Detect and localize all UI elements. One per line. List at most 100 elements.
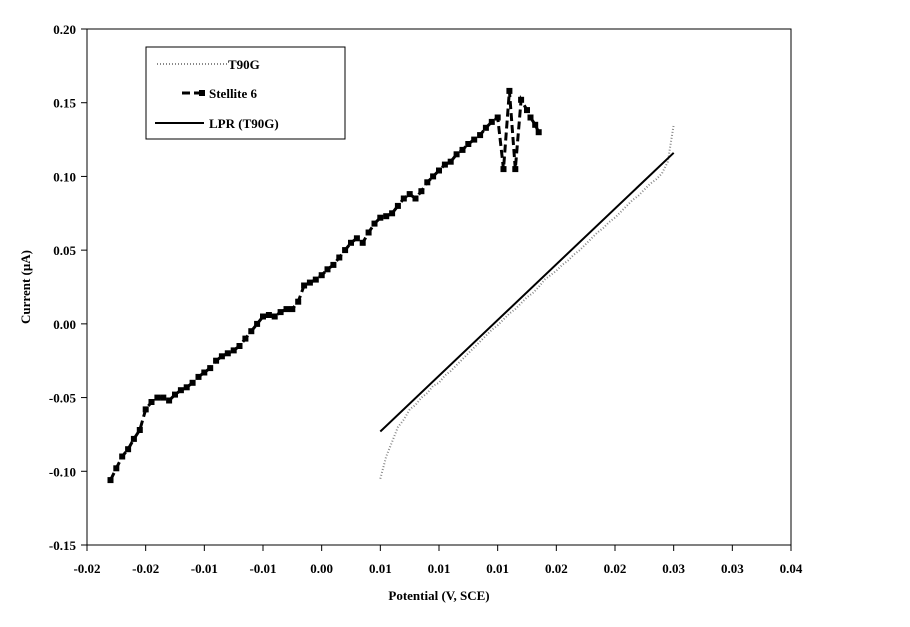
data-point-stellite-6 [289, 306, 296, 313]
data-point-stellite-6 [418, 188, 425, 195]
x-tick-label: 0.03 [721, 561, 744, 576]
data-point-stellite-6 [506, 87, 513, 94]
data-point-stellite-6 [136, 427, 143, 433]
data-point-stellite-6 [477, 132, 484, 139]
data-point-stellite-6 [471, 136, 478, 143]
x-axis-title: Potential (V, SCE) [388, 588, 489, 603]
data-point-stellite-6 [324, 266, 331, 273]
legend-label-lpr: LPR (T90G) [209, 116, 279, 131]
data-point-stellite-6 [488, 118, 495, 125]
data-point-stellite-6 [295, 298, 302, 305]
data-point-stellite-6 [359, 239, 366, 246]
data-point-stellite-6 [201, 369, 208, 376]
data-point-stellite-6 [371, 220, 378, 227]
data-point-stellite-6 [494, 114, 501, 121]
legend: T90G Stellite 6 LPR (T90G) [145, 46, 346, 140]
x-tick-label: 0.03 [662, 561, 685, 576]
data-point-stellite-6 [113, 465, 120, 472]
y-tick-label: 0.00 [53, 317, 76, 332]
series-line-lpr-t90g [379, 152, 675, 433]
data-point-stellite-6 [277, 309, 284, 316]
data-point-stellite-6 [524, 107, 530, 114]
data-point-stellite-6 [365, 229, 372, 236]
data-point-stellite-6 [400, 195, 407, 202]
data-point-stellite-6 [430, 173, 437, 180]
data-point-stellite-6 [301, 282, 308, 289]
data-point-stellite-6 [312, 276, 319, 283]
x-tick-label: 0.01 [486, 561, 509, 576]
y-tick-label: 0.20 [53, 22, 76, 37]
legend-label-stellite6: Stellite 6 [209, 86, 258, 101]
x-tick-label: 0.00 [310, 561, 333, 576]
data-point-stellite-6 [412, 195, 419, 202]
y-tick-label: 0.10 [53, 169, 76, 184]
data-point-stellite-6 [254, 320, 261, 327]
data-point-stellite-6 [107, 477, 114, 484]
data-point-stellite-6 [330, 261, 337, 268]
x-tick-label: 0.01 [428, 561, 451, 576]
data-point-stellite-6 [512, 166, 519, 173]
data-point-stellite-6 [207, 365, 214, 372]
data-point-stellite-6 [142, 406, 149, 413]
data-point-stellite-6 [500, 166, 507, 173]
data-point-stellite-6 [260, 313, 266, 320]
data-point-stellite-6 [535, 129, 542, 136]
x-tick-label: -0.01 [191, 561, 218, 576]
x-tick-label: 0.02 [604, 561, 627, 576]
x-tick-label: 0.02 [545, 561, 568, 576]
x-axis: -0.02 -0.02 -0.01 -0.01 0.00 0.01 0.01 0.01 0.02… [73, 545, 803, 576]
data-point-stellite-6 [271, 313, 278, 320]
data-point-stellite-6 [465, 141, 472, 147]
data-point-stellite-6 [336, 254, 343, 261]
y-tick-label: -0.05 [49, 391, 77, 406]
data-point-stellite-6 [424, 179, 431, 186]
data-point-stellite-6 [183, 384, 190, 391]
data-point-stellite-6 [383, 213, 390, 220]
data-point-stellite-6 [172, 391, 178, 398]
data-point-stellite-6 [248, 328, 255, 335]
x-tick-label: 0.04 [780, 561, 803, 576]
data-point-stellite-6 [224, 350, 231, 357]
data-point-stellite-6 [441, 161, 448, 168]
y-tick-label: 0.15 [53, 96, 76, 111]
data-point-stellite-6 [436, 167, 442, 174]
data-point-stellite-6 [218, 353, 225, 360]
data-point-stellite-6 [394, 202, 401, 209]
y-tick-label: -0.10 [49, 464, 76, 479]
data-point-stellite-6 [125, 446, 132, 453]
data-point-stellite-6 [195, 373, 202, 380]
data-point-stellite-6 [377, 214, 384, 221]
data-point-stellite-6 [230, 347, 237, 354]
data-point-stellite-6 [160, 394, 167, 401]
x-tick-label: -0.01 [249, 561, 276, 576]
data-point-stellite-6 [119, 453, 126, 460]
data-point-stellite-6 [166, 397, 173, 404]
y-tick-label: 0.05 [53, 243, 76, 258]
data-point-stellite-6 [353, 235, 360, 242]
y-axis: -0.15 -0.10 -0.05 0.00 0.05 0.10 0.15 0.20 [49, 22, 87, 553]
data-point-stellite-6 [177, 387, 184, 394]
y-axis-title: Current (μA) [18, 250, 33, 324]
legend-label-t90g: T90G [228, 57, 260, 72]
x-tick-label: -0.02 [73, 561, 100, 576]
data-point-stellite-6 [518, 96, 525, 103]
x-tick-label: -0.02 [132, 561, 159, 576]
data-point-stellite-6 [130, 435, 137, 442]
data-point-stellite-6 [447, 158, 454, 165]
data-point-stellite-6 [482, 124, 489, 131]
data-point-stellite-6 [189, 379, 196, 386]
data-point-stellite-6 [154, 394, 161, 401]
data-point-stellite-6 [283, 306, 290, 313]
data-point-stellite-6 [406, 191, 413, 198]
legend-marker-stellite6 [199, 90, 205, 96]
data-point-stellite-6 [148, 399, 155, 405]
series-layer [107, 87, 675, 484]
data-point-stellite-6 [459, 146, 466, 153]
data-point-stellite-6 [389, 210, 396, 217]
data-point-stellite-6 [532, 121, 539, 128]
data-point-stellite-6 [242, 335, 249, 342]
data-point-stellite-6 [213, 357, 220, 364]
data-point-stellite-6 [527, 114, 534, 121]
y-tick-label: -0.15 [49, 538, 77, 553]
